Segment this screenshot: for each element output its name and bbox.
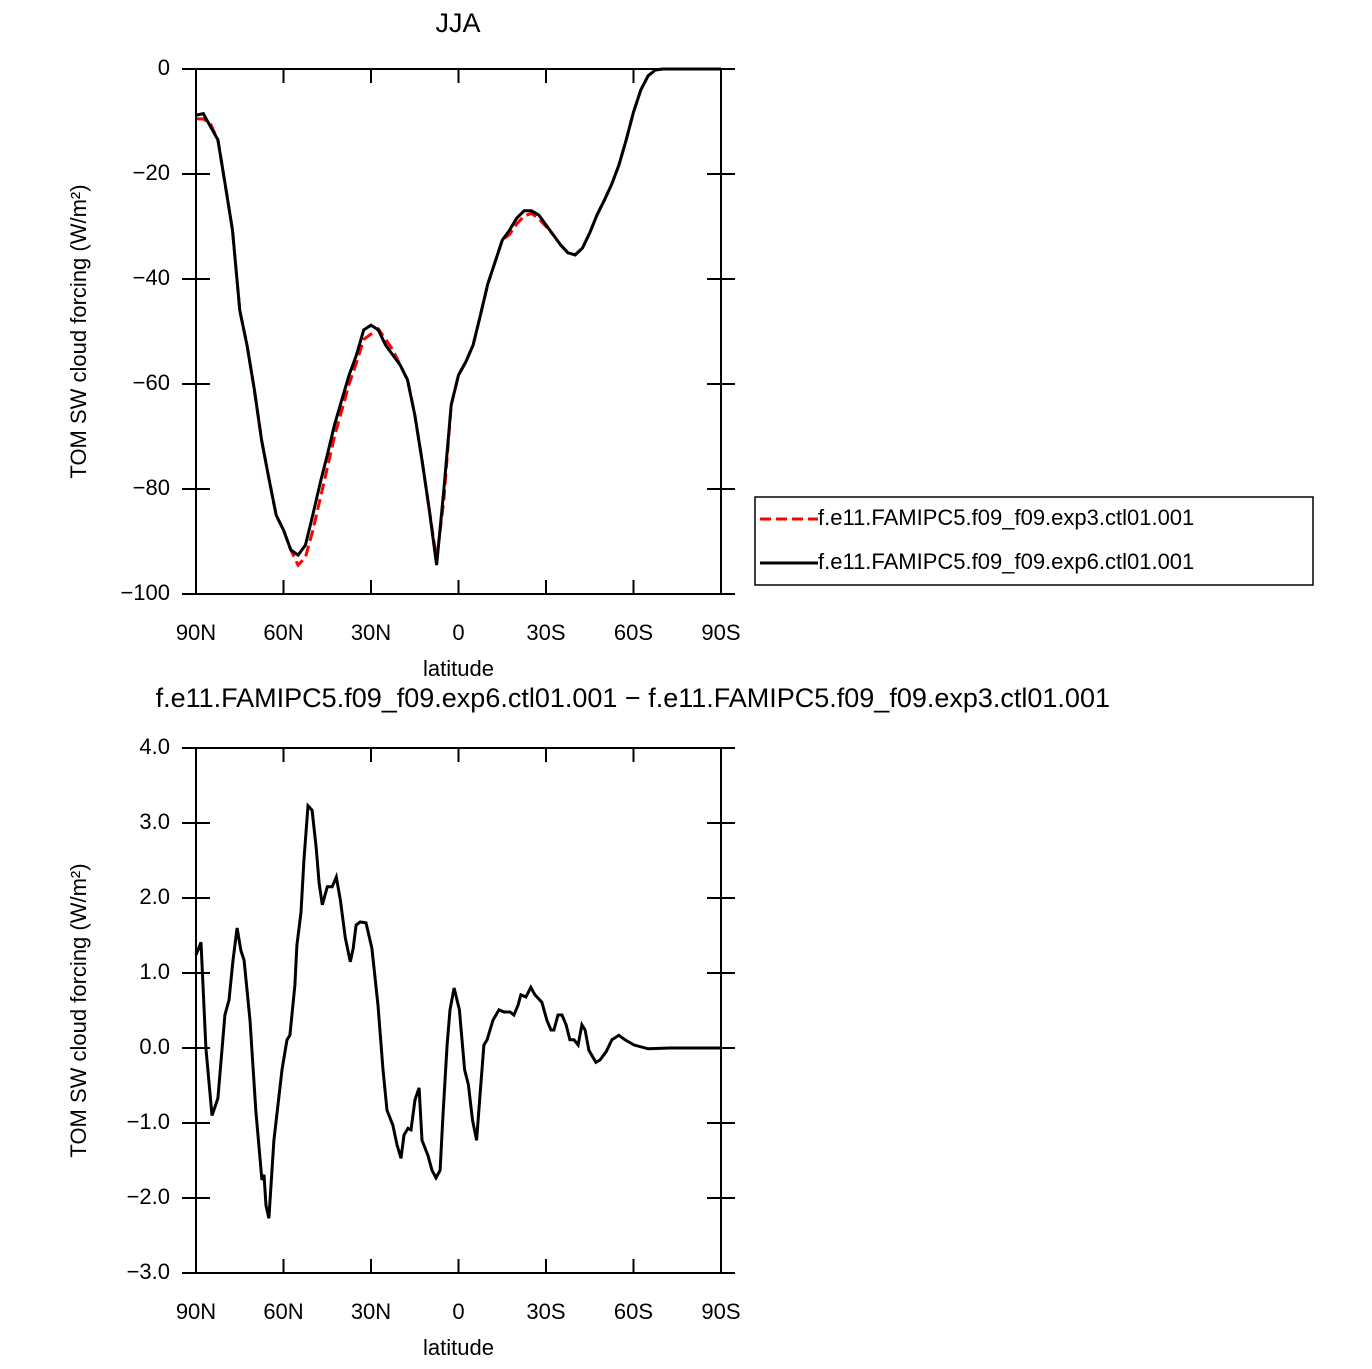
x-tick-label: 0 (452, 620, 464, 645)
x-tick-label: 90S (701, 1299, 740, 1324)
y-tick-label: −100 (120, 580, 170, 605)
x-axis-label: latitude (423, 1335, 494, 1360)
y-tick-label: 2.0 (139, 884, 170, 909)
legend-box (754, 496, 1314, 586)
x-tick-label: 30S (526, 620, 565, 645)
x-tick-label: 30S (526, 1299, 565, 1324)
y-tick-label: −1.0 (127, 1109, 170, 1134)
plot-frame (195, 747, 722, 1274)
x-tick-label: 60S (614, 620, 653, 645)
y-tick-label: 3.0 (139, 809, 170, 834)
y-tick-label: 1.0 (139, 959, 170, 984)
data-line (195, 67, 721, 566)
chart-title: JJA (435, 8, 480, 38)
y-axis-label: TOM SW cloud forcing (W/m²) (66, 184, 91, 478)
y-tick-label: −40 (133, 265, 170, 290)
data-line (194, 802, 721, 1219)
y-tick-label: 0.0 (139, 1034, 170, 1059)
y-tick-label: −20 (133, 160, 170, 185)
x-tick-label: 60N (263, 1299, 303, 1324)
plot-frame (195, 68, 722, 595)
x-tick-label: 60N (263, 620, 303, 645)
y-tick-label: −80 (133, 475, 170, 500)
x-tick-label: 60S (614, 1299, 653, 1324)
y-axis-label: TOM SW cloud forcing (W/m²) (66, 863, 91, 1157)
x-tick-label: 90S (701, 620, 740, 645)
y-tick-label: −60 (133, 370, 170, 395)
y-tick-label: 0 (158, 55, 170, 80)
x-tick-label: 90N (176, 620, 216, 645)
x-tick-label: 30N (351, 620, 391, 645)
x-tick-label: 30N (351, 1299, 391, 1324)
y-tick-label: 4.0 (139, 734, 170, 759)
chart-title: f.e11.FAMIPC5.f09_f09.exp6.ctl01.001 − f… (156, 683, 1110, 713)
x-tick-label: 90N (176, 1299, 216, 1324)
y-tick-label: −2.0 (127, 1184, 170, 1209)
x-axis-label: latitude (423, 656, 494, 681)
x-tick-label: 0 (452, 1299, 464, 1324)
y-tick-label: −3.0 (127, 1259, 170, 1284)
legend-label: f.e11.FAMIPC5.f09_f09.exp3.ctl01.001 (818, 505, 1194, 530)
data-line (196, 67, 721, 568)
legend-label: f.e11.FAMIPC5.f09_f09.exp6.ctl01.001 (818, 549, 1194, 574)
